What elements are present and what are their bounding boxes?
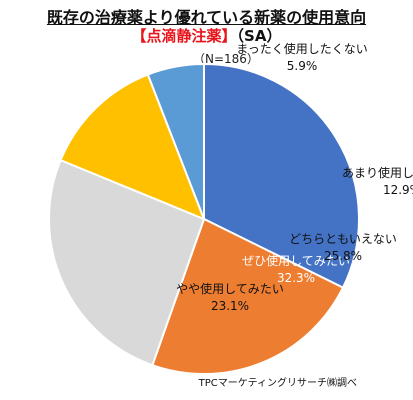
pie-labels: ぜひ使用してみたい 32.3%やや使用してみたい 23.1% どちらともいえない 25.…: [176, 41, 413, 313]
slice-label: どちらともいえない: [289, 232, 397, 246]
pie-slice: [47, 158, 206, 367]
slice-value-label: 12.9%: [383, 183, 413, 197]
pie-slice: [203, 62, 361, 289]
slice-label: あまり使用したくない: [342, 165, 413, 180]
subtitle-bracket: 【点滴静注薬】: [131, 27, 237, 45]
chart-subtitle: 【点滴静注薬】（SA）: [0, 25, 413, 46]
pie-slice: [151, 217, 345, 375]
sample-size-label: （N=186）: [193, 52, 259, 66]
slice-value-label: 23.1%: [211, 299, 249, 313]
pie-slices: [47, 62, 361, 375]
pie-slice: [146, 62, 205, 220]
slice-label: まったく使用したくない: [236, 41, 368, 56]
chart-title: 既存の治療薬より優れている新薬の使用意向: [46, 8, 367, 27]
pie-slice: [59, 73, 206, 221]
source-credit: TPCマーケティングリサーチ㈱調べ: [198, 378, 357, 389]
slice-value-label: 5.9%: [287, 59, 318, 73]
slice-value-label: 25.8%: [324, 249, 362, 263]
slice-label: やや使用してみたい: [176, 281, 284, 296]
slice-label: ぜひ使用してみたい: [242, 253, 350, 268]
slice-value-label: 32.3%: [277, 271, 315, 285]
subtitle-rest: （SA）: [236, 27, 282, 45]
